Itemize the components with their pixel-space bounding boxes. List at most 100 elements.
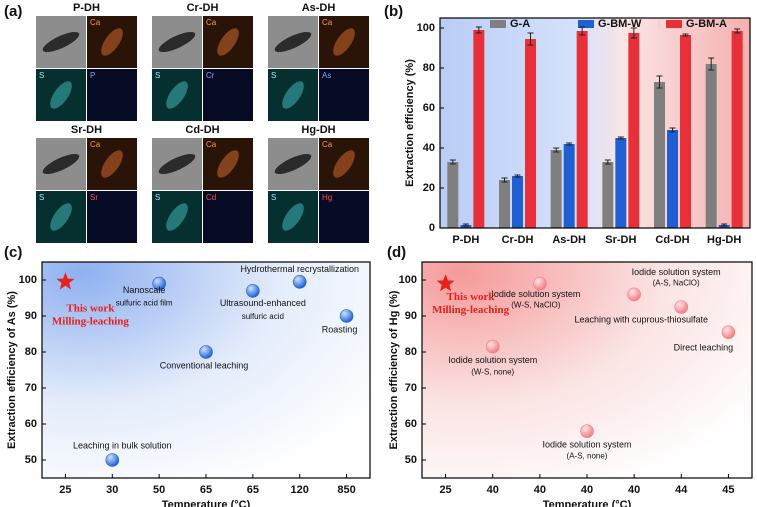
bar bbox=[550, 150, 562, 228]
sphere-marker bbox=[339, 309, 354, 323]
plot-frame bbox=[439, 17, 751, 229]
ca-map bbox=[217, 28, 239, 56]
micrograph-tile bbox=[319, 191, 369, 243]
point-label: (W-S, NaClO) bbox=[511, 301, 561, 310]
element-label: S bbox=[39, 193, 44, 202]
point-label: Iodide solution system bbox=[542, 440, 631, 450]
element-label: S bbox=[39, 71, 44, 80]
ca-map bbox=[101, 28, 123, 56]
s-map bbox=[166, 81, 188, 109]
point-label: sulfuric acid bbox=[242, 312, 284, 321]
x-tick-label: Sr-DH bbox=[605, 234, 636, 246]
sample-title: Sr-DH bbox=[71, 124, 102, 136]
x-tick-label: 40 bbox=[628, 484, 640, 496]
point-label: Nanoscale bbox=[123, 285, 166, 295]
y-tick-label: 80 bbox=[423, 62, 435, 74]
micrograph-tile bbox=[203, 191, 253, 243]
ca-map bbox=[333, 150, 355, 178]
s-map bbox=[282, 203, 304, 231]
bar bbox=[667, 130, 678, 228]
y-tick-label: 90 bbox=[25, 310, 37, 322]
y-tick-label: 0 bbox=[429, 222, 435, 234]
x-axis-label: Temperature (°C) bbox=[543, 499, 632, 507]
element-label: S bbox=[271, 71, 276, 80]
element-label: S bbox=[155, 193, 160, 202]
point-label: Iodide solution system bbox=[632, 267, 721, 277]
y-tick-label: 50 bbox=[405, 454, 417, 466]
x-tick-label: 40 bbox=[581, 484, 593, 496]
point-label: Leaching in bulk solution bbox=[73, 440, 172, 450]
sphere-marker bbox=[721, 325, 736, 340]
panel-label: (a) bbox=[4, 3, 22, 20]
y-tick-label: 70 bbox=[405, 382, 417, 394]
x-tick-label: Hg-DH bbox=[707, 234, 741, 246]
y-tick-label: 100 bbox=[19, 274, 37, 286]
plot-background bbox=[42, 262, 370, 478]
bar bbox=[615, 138, 627, 228]
y-axis-label: Extraction efficiency of Hg (%) bbox=[388, 290, 400, 449]
s-map bbox=[50, 81, 72, 109]
bar bbox=[654, 82, 665, 228]
panel-label: (b) bbox=[384, 3, 403, 20]
ca-map bbox=[333, 28, 355, 56]
sphere-marker bbox=[152, 276, 166, 291]
y-tick-label: 80 bbox=[25, 346, 37, 358]
x-tick-label: Cr-DH bbox=[502, 234, 534, 246]
point-label: This work bbox=[447, 291, 496, 303]
sphere-marker bbox=[199, 345, 213, 359]
sample-title: P-DH bbox=[73, 2, 100, 14]
element-label: S bbox=[155, 71, 160, 80]
point-label: Milling-leaching bbox=[52, 315, 130, 327]
legend-swatch bbox=[578, 20, 594, 28]
point-label: Ultrasound-enhanced bbox=[220, 298, 306, 308]
x-axis-label: Temperature (°C) bbox=[162, 499, 251, 507]
bar bbox=[576, 31, 588, 228]
star-marker bbox=[436, 274, 455, 292]
point-label: This work bbox=[66, 302, 115, 314]
point-label: Roasting bbox=[322, 324, 358, 334]
point-label: (A-S, none) bbox=[567, 451, 608, 460]
element-label: As bbox=[322, 71, 331, 80]
x-tick-label: 44 bbox=[675, 484, 688, 496]
ca-map bbox=[101, 150, 123, 178]
sample-title: As-DH bbox=[302, 2, 336, 14]
x-tick-label: 40 bbox=[487, 484, 499, 496]
sphere-marker bbox=[627, 287, 641, 302]
x-tick-label: 65 bbox=[247, 484, 259, 496]
point-label: Iodide solution system bbox=[448, 355, 537, 365]
sample-title: Cd-DH bbox=[185, 124, 219, 136]
point-label: Conventional leaching bbox=[160, 360, 249, 370]
micrograph-tile bbox=[87, 191, 137, 243]
panel-label: (d) bbox=[387, 244, 406, 261]
y-tick-label: 60 bbox=[405, 418, 417, 430]
point-label: Milling-leaching bbox=[432, 304, 510, 316]
element-label: Sr bbox=[90, 193, 98, 202]
element-label: Ca bbox=[90, 140, 101, 149]
bar bbox=[447, 162, 459, 228]
y-tick-label: 80 bbox=[405, 346, 417, 358]
y-tick-label: 20 bbox=[423, 182, 435, 194]
micrograph-tile bbox=[319, 69, 369, 121]
element-label: Ca bbox=[322, 18, 333, 27]
sphere-marker bbox=[674, 300, 689, 314]
panel-label: (c) bbox=[4, 244, 22, 261]
sphere-marker bbox=[246, 283, 260, 298]
bar bbox=[499, 180, 510, 228]
bar bbox=[473, 30, 485, 228]
x-tick-label: 40 bbox=[534, 484, 546, 496]
y-tick-label: 100 bbox=[417, 22, 435, 34]
legend-swatch bbox=[666, 20, 682, 28]
crystal bbox=[158, 31, 196, 53]
plot-background bbox=[440, 18, 750, 228]
x-tick-label: 30 bbox=[106, 484, 118, 496]
sphere-marker bbox=[533, 276, 547, 291]
bar bbox=[563, 144, 575, 228]
x-tick-label: 45 bbox=[722, 484, 734, 496]
y-tick-label: 100 bbox=[399, 274, 417, 286]
bar bbox=[680, 35, 691, 228]
element-label: Ca bbox=[322, 140, 333, 149]
bar bbox=[731, 31, 743, 228]
point-label: (W-S, none) bbox=[471, 368, 514, 377]
plot-frame bbox=[41, 261, 371, 479]
x-tick-label: 50 bbox=[153, 484, 165, 496]
